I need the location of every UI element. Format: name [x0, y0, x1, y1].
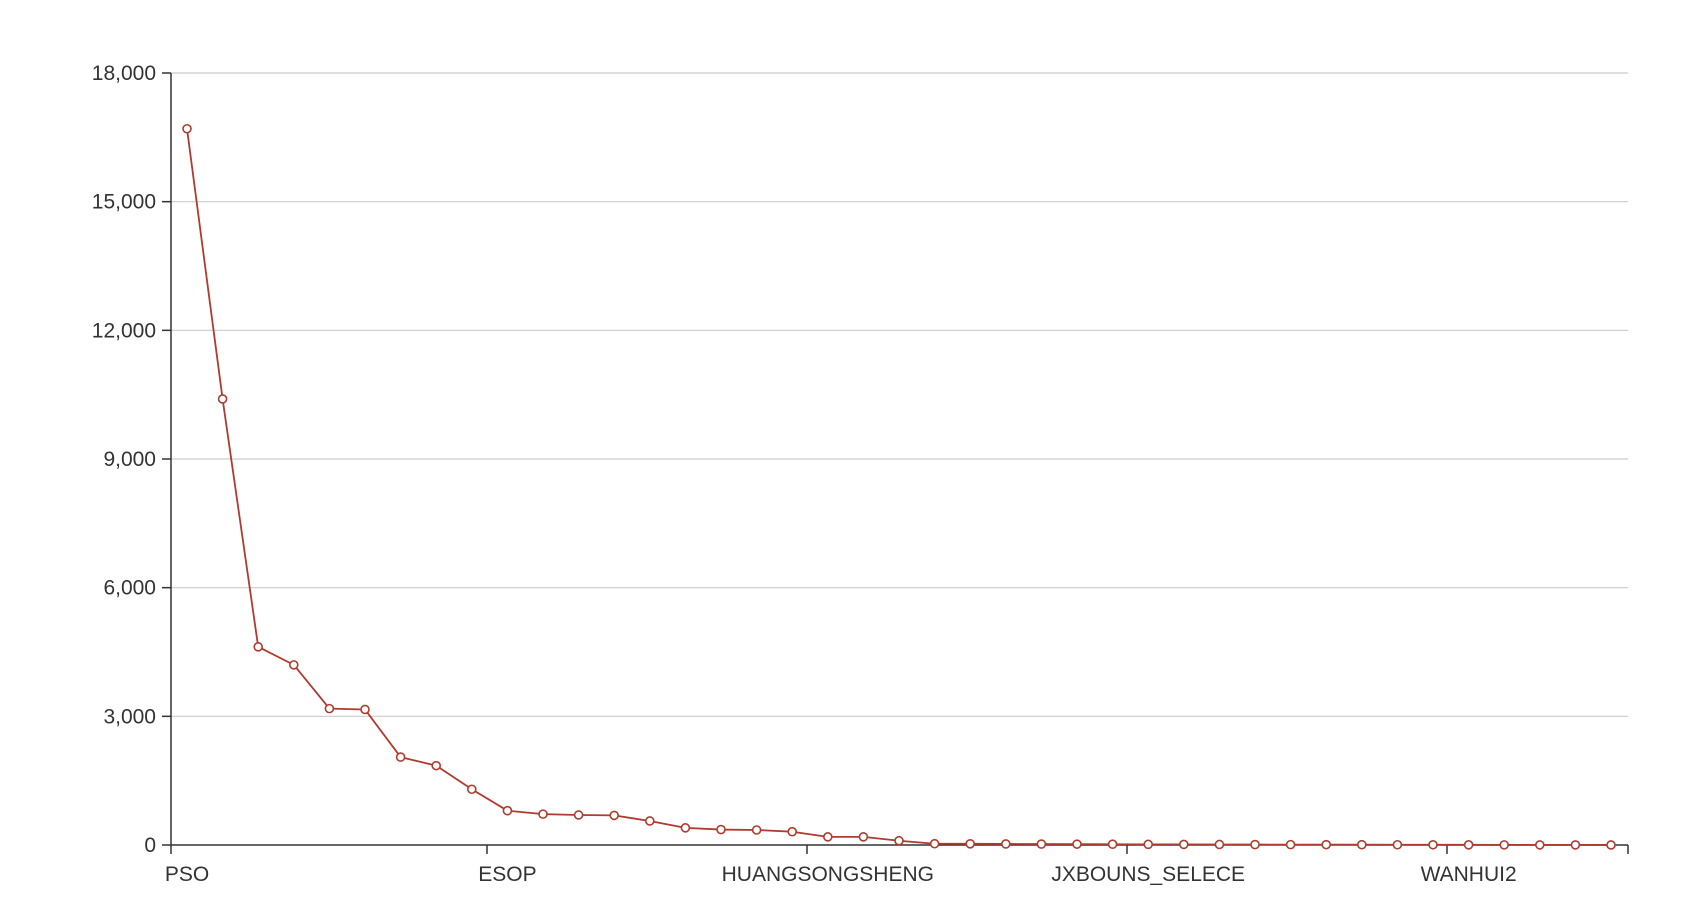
data-point[interactable]	[360, 704, 370, 715]
series-line	[186, 128, 1612, 846]
data-points	[182, 123, 1616, 850]
data-point[interactable]	[1570, 840, 1581, 850]
data-point[interactable]	[253, 642, 264, 652]
y-tick-label: 18,000	[92, 62, 156, 85]
data-point[interactable]	[466, 784, 477, 795]
series-lines	[186, 128, 1612, 846]
y-tick-label: 9,000	[103, 448, 156, 471]
data-point[interactable]	[1179, 839, 1189, 850]
data-point[interactable]	[1428, 839, 1438, 850]
data-point[interactable]	[502, 805, 513, 816]
data-point[interactable]	[1000, 839, 1011, 849]
x-tick-label: JXBOUNS_SELECE	[1051, 863, 1245, 886]
x-tick-label: HUANGSONGSHENG	[722, 863, 934, 886]
data-point[interactable]	[573, 810, 584, 820]
data-point[interactable]	[929, 838, 940, 849]
x-tick-label: WANHUI2	[1421, 863, 1517, 886]
data-point[interactable]	[288, 660, 299, 670]
data-point[interactable]	[1036, 839, 1047, 849]
y-tick-label: 0	[144, 834, 156, 857]
y-tick-label: 12,000	[92, 319, 156, 342]
data-point[interactable]	[751, 825, 762, 835]
data-point[interactable]	[324, 703, 335, 714]
y-tick-label: 15,000	[92, 191, 156, 214]
data-point[interactable]	[1143, 839, 1153, 850]
data-point[interactable]	[1606, 840, 1616, 850]
data-point[interactable]	[1535, 840, 1545, 850]
x-tick-label: PSO	[165, 863, 209, 886]
data-point[interactable]	[644, 816, 655, 826]
data-point[interactable]	[716, 824, 726, 835]
data-point[interactable]	[965, 838, 976, 849]
data-point[interactable]	[1214, 839, 1225, 850]
data-point[interactable]	[431, 760, 442, 771]
x-tick-label: ESOP	[478, 863, 536, 886]
data-point[interactable]	[1392, 839, 1403, 850]
data-point[interactable]	[1072, 839, 1082, 849]
data-point[interactable]	[217, 394, 228, 404]
data-point[interactable]	[894, 835, 904, 846]
data-point[interactable]	[1321, 839, 1331, 850]
data-point[interactable]	[538, 809, 548, 819]
data-point[interactable]	[609, 810, 620, 821]
data-point[interactable]	[858, 832, 869, 842]
axes: 0 3,000 6,000 9,000 12,000 15,000 18,000 PSO ESO…	[92, 62, 1629, 886]
data-point[interactable]	[822, 832, 833, 842]
data-point[interactable]	[1463, 840, 1474, 850]
data-point[interactable]	[1499, 840, 1509, 850]
y-tick-label: 3,000	[103, 705, 156, 728]
data-point[interactable]	[1107, 839, 1118, 850]
data-point[interactable]	[680, 823, 691, 833]
grid-lines	[171, 72, 1628, 717]
data-point[interactable]	[787, 826, 798, 837]
data-point[interactable]	[182, 123, 192, 134]
data-point[interactable]	[1285, 839, 1296, 850]
data-point[interactable]	[395, 752, 406, 762]
data-point[interactable]	[1357, 839, 1367, 850]
y-tick-label: 6,000	[103, 577, 156, 600]
data-point[interactable]	[1250, 839, 1260, 850]
